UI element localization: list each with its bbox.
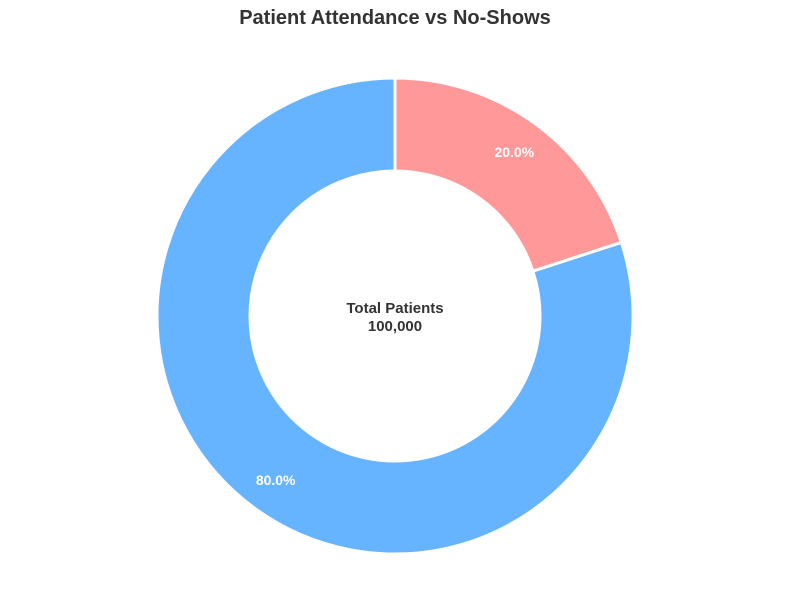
center-label-value: 100,000 <box>368 318 422 335</box>
donut-slice-1 <box>155 76 635 556</box>
slice-label-1: 80.0% <box>256 472 296 488</box>
donut-slice-0 <box>393 76 624 274</box>
slice-label-0: 20.0% <box>494 144 534 160</box>
slice-labels-group: 20.0% 80.0% <box>256 144 535 488</box>
slices-group <box>155 76 635 556</box>
chart-title: Patient Attendance vs No-Shows <box>239 7 551 29</box>
center-label-title: Total Patients <box>346 300 443 317</box>
